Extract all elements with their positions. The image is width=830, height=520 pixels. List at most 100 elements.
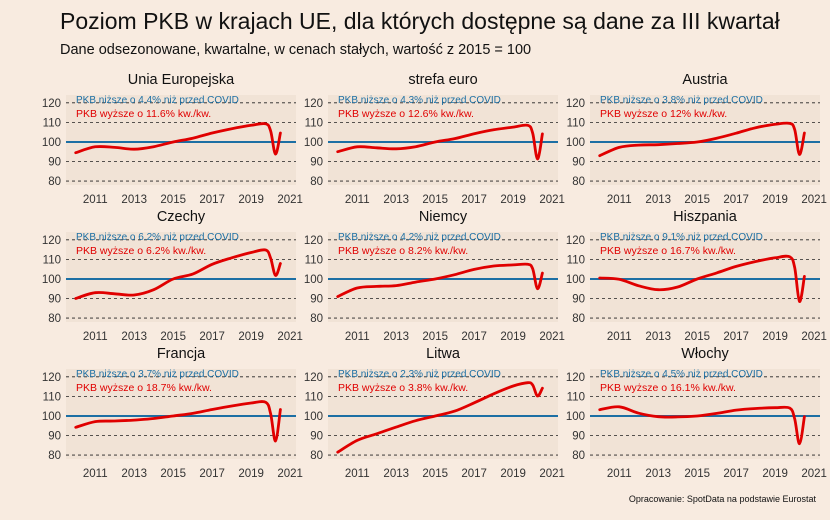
x-tick-label: 2011 — [345, 468, 370, 480]
y-tick-label: 80 — [48, 450, 61, 462]
note-growth: PKB wyższe o 6.2% kw./kw. — [76, 245, 206, 257]
note-growth: PKB wyższe o 3.8% kw./kw. — [338, 382, 468, 394]
x-tick-label: 2017 — [461, 331, 487, 343]
y-tick-label: 80 — [48, 313, 61, 325]
y-tick-label: 80 — [572, 313, 585, 325]
panel-4: Czechy 80 90 100 110 120 2011 2013 2015 2017 2019 2… — [42, 209, 303, 343]
x-tick-label: 2011 — [83, 194, 108, 206]
gdp-series-line — [74, 122, 282, 156]
y-tick-label: 90 — [310, 157, 323, 169]
x-tick-label: 2011 — [345, 194, 370, 206]
panel-5: Niemcy 80 90 100 110 120 2011 2013 2015 2017 2019 2… — [304, 209, 565, 343]
note-covid: PKB niższe o 4.5% niż przed COVID — [600, 369, 763, 380]
note-growth: PKB wyższe o 8.2% kw./kw. — [338, 245, 468, 257]
x-tick-label: 2019 — [762, 468, 788, 480]
x-tick-label: 2019 — [500, 331, 526, 343]
panel-1: Unia Europejska 80 90 100 110 120 2011 2013 2015… — [42, 72, 303, 206]
y-tick-label: 100 — [304, 137, 323, 149]
y-tick-label: 110 — [567, 391, 585, 403]
x-tick-label: 2017 — [723, 331, 749, 343]
y-tick-label: 120 — [304, 98, 323, 110]
y-tick-label: 110 — [567, 117, 585, 129]
note-growth: PKB wyższe o 12% kw./kw. — [600, 108, 727, 120]
x-tick-label: 2017 — [199, 468, 225, 480]
x-tick-label: 2013 — [645, 468, 671, 480]
x-tick-label: 2021 — [539, 194, 565, 206]
gdp-series-line — [598, 405, 806, 446]
gdp-series-line — [336, 262, 544, 298]
panel-title: Austria — [682, 72, 728, 88]
panel-6: Hiszpania 80 90 100 110 120 2011 2013 2015 2017 20… — [566, 209, 827, 343]
y-tick-label: 90 — [310, 294, 323, 306]
x-tick-label: 2015 — [422, 468, 448, 480]
x-tick-label: 2021 — [801, 194, 827, 206]
x-tick-label: 2013 — [645, 331, 671, 343]
y-tick-label: 120 — [566, 235, 585, 247]
y-tick-label: 110 — [305, 117, 323, 129]
x-tick-label: 2011 — [83, 331, 108, 343]
x-tick-label: 2015 — [160, 331, 186, 343]
x-tick-label: 2015 — [422, 194, 448, 206]
y-tick-label: 120 — [566, 372, 585, 384]
note-covid: PKB niższe o 9.1% niż przed COVID — [600, 232, 763, 243]
y-tick-label: 110 — [305, 391, 323, 403]
x-tick-label: 2013 — [383, 194, 409, 206]
x-tick-label: 2011 — [607, 194, 632, 206]
x-tick-label: 2021 — [277, 331, 303, 343]
y-tick-label: 90 — [48, 431, 61, 443]
x-tick-label: 2015 — [422, 331, 448, 343]
y-tick-label: 90 — [572, 431, 585, 443]
x-tick-label: 2019 — [762, 331, 788, 343]
x-tick-label: 2019 — [238, 194, 264, 206]
panel-title: Francja — [157, 346, 206, 362]
x-tick-label: 2017 — [199, 331, 225, 343]
x-tick-label: 2019 — [500, 194, 526, 206]
y-tick-label: 80 — [572, 176, 585, 188]
x-tick-label: 2017 — [199, 194, 225, 206]
x-tick-label: 2019 — [762, 194, 788, 206]
y-tick-label: 110 — [305, 254, 323, 266]
chart-title: Poziom PKB w krajach UE, dla których dos… — [60, 8, 780, 34]
y-tick-label: 110 — [43, 117, 61, 129]
y-tick-label: 120 — [304, 372, 323, 384]
panel-7: Francja 80 90 100 110 120 2011 2013 2015 2017 2019… — [42, 346, 303, 480]
y-tick-label: 100 — [566, 137, 585, 149]
x-tick-label: 2021 — [801, 331, 827, 343]
x-tick-label: 2021 — [801, 468, 827, 480]
x-tick-label: 2013 — [121, 194, 147, 206]
note-growth: PKB wyższe o 18.7% kw./kw. — [76, 382, 212, 394]
panel-title: strefa euro — [408, 72, 477, 88]
x-tick-label: 2019 — [238, 331, 264, 343]
y-tick-label: 80 — [48, 176, 61, 188]
x-tick-label: 2017 — [461, 194, 487, 206]
x-tick-label: 2013 — [383, 468, 409, 480]
gdp-series-line — [74, 248, 282, 300]
note-covid: PKB niższe o 2.3% niż przed COVID — [338, 369, 501, 380]
panel-8: Litwa 80 90 100 110 120 2011 2013 2015 2017 2019 20… — [304, 346, 565, 480]
y-tick-label: 80 — [310, 450, 323, 462]
panel-3: Austria 80 90 100 110 120 2011 2013 2015 2017 2019… — [566, 72, 827, 206]
gdp-series-line — [336, 381, 544, 454]
y-tick-label: 120 — [304, 235, 323, 247]
source-caption: Opracowanie: SpotData na podstawie Euros… — [628, 494, 816, 504]
note-covid: PKB niższe o 4.4% niż przed COVID — [76, 95, 239, 106]
note-covid: PKB niższe o 4.3% niż przed COVID — [338, 95, 501, 106]
x-tick-label: 2021 — [539, 468, 565, 480]
note-growth: PKB wyższe o 16.7% kw./kw. — [600, 245, 736, 257]
x-tick-label: 2011 — [345, 331, 370, 343]
y-tick-label: 120 — [566, 98, 585, 110]
x-tick-label: 2011 — [607, 331, 632, 343]
panel-title: Unia Europejska — [128, 72, 235, 88]
note-covid: PKB niższe o 6.2% niż przed COVID — [76, 232, 239, 243]
y-tick-label: 100 — [42, 411, 61, 423]
x-tick-label: 2015 — [684, 468, 710, 480]
x-tick-label: 2013 — [121, 331, 147, 343]
note-growth: PKB wyższe o 12.6% kw./kw. — [338, 108, 474, 120]
x-tick-label: 2013 — [645, 194, 671, 206]
y-tick-label: 100 — [566, 411, 585, 423]
gdp-series-line — [74, 400, 282, 443]
gdp-series-line — [336, 123, 544, 161]
x-tick-label: 2013 — [383, 331, 409, 343]
x-tick-label: 2021 — [277, 468, 303, 480]
y-tick-label: 120 — [42, 98, 61, 110]
